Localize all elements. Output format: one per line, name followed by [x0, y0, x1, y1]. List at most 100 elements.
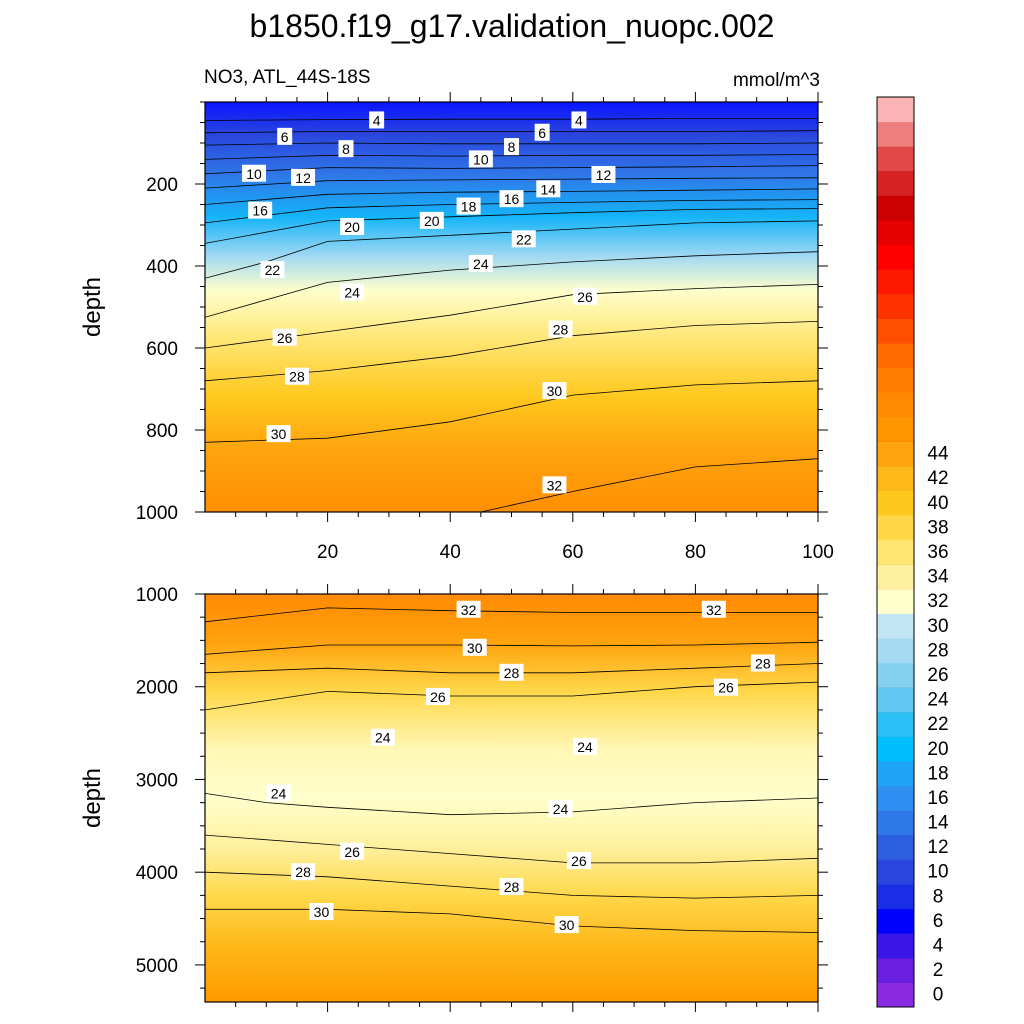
- colorbar-swatch: [877, 539, 914, 565]
- contour-label-box: [504, 138, 519, 156]
- colorbar-label: 22: [927, 714, 948, 735]
- lower-field: [205, 594, 818, 1002]
- y-tick-label: 200: [146, 175, 178, 196]
- y-tick-label: 2000: [136, 678, 178, 699]
- contour-label: 26: [277, 330, 293, 346]
- contour-label-box: [548, 320, 573, 338]
- colorbar-swatch: [877, 785, 914, 811]
- contour-label: 6: [538, 125, 546, 141]
- contour-label: 28: [553, 322, 569, 338]
- y-tick-label: 1000: [136, 503, 178, 524]
- contour-label-box: [499, 190, 524, 208]
- contour-label-box: [468, 254, 493, 272]
- contour-label-box: [242, 164, 267, 182]
- contour-label-box: [566, 852, 591, 870]
- colorbar-swatch: [877, 736, 914, 762]
- colorbar-swatch: [877, 613, 914, 639]
- contour-line-6: [205, 130, 818, 134]
- contour-label-box: [340, 842, 365, 860]
- colorbar-swatch: [877, 588, 914, 614]
- contour-label: 4: [575, 112, 583, 128]
- contour-label-box: [573, 287, 598, 305]
- y-tick-label: 4000: [136, 863, 178, 884]
- contour-label: 32: [461, 602, 477, 618]
- contour-label: 26: [577, 289, 593, 305]
- colorbar-swatch: [877, 269, 914, 295]
- contour-line-30: [205, 641, 818, 655]
- colorbar-swatch: [877, 465, 914, 492]
- x-tick-label: 40: [440, 542, 461, 563]
- colorbar-swatch: [877, 342, 914, 369]
- colorbar-swatch: [877, 638, 914, 664]
- contour-line-10: [205, 154, 818, 160]
- colorbar-label: 42: [927, 468, 948, 489]
- contour-line-26: [205, 834, 818, 864]
- contour-label: 4: [373, 112, 381, 128]
- colorbar-swatch: [877, 908, 914, 934]
- contour-label-box: [750, 654, 775, 672]
- contour-label-box: [284, 367, 309, 385]
- upper-panel: NO3, ATL_44S-18S mmol/m^3 4 4 6 6 8 8 10 10 12 12…: [79, 67, 834, 563]
- colorbar-swatch: [877, 687, 914, 713]
- colorbar-label: 44: [927, 444, 949, 465]
- colorbar-label: 40: [927, 493, 948, 514]
- contour-label-box: [266, 425, 291, 443]
- upper-axis-ticks: 20 40 60 80 100 200 400 600 800 1000: [136, 92, 834, 563]
- colorbar-swatch: [877, 834, 914, 860]
- contour-label-box: [554, 916, 579, 934]
- colorbar-label: 0: [933, 985, 944, 1006]
- colorbar-swatch: [877, 711, 914, 737]
- colorbar-label: 8: [933, 886, 944, 907]
- contour-line-24: [205, 251, 818, 318]
- contour-label: 30: [271, 426, 287, 442]
- contour-label-box: [468, 150, 493, 168]
- contour-label: 26: [430, 689, 446, 705]
- colorbar-swatch: [877, 318, 914, 344]
- contour-label: 28: [755, 656, 771, 672]
- colorbar-label: 2: [933, 960, 944, 981]
- contour-label: 24: [553, 801, 569, 817]
- contour-label-box: [456, 600, 481, 618]
- colorbar-swatch: [877, 515, 914, 541]
- contour-label: 26: [344, 844, 360, 860]
- contour-label: 8: [508, 139, 516, 155]
- contour-label-box: [277, 127, 293, 145]
- contour-line-20: [205, 208, 818, 244]
- contour-label-box: [272, 328, 297, 346]
- contour-label: 24: [344, 285, 360, 301]
- colorbar-label: 26: [927, 665, 948, 686]
- colorbar-label: 10: [927, 862, 948, 883]
- contour-label: 12: [596, 167, 612, 183]
- contour-label-box: [534, 123, 550, 141]
- contour-line-30: [205, 908, 818, 933]
- contour-line-26: [205, 284, 818, 349]
- contour-label: 26: [718, 680, 734, 696]
- contour-label-box: [701, 600, 726, 618]
- colorbar-swatch: [877, 810, 914, 836]
- colorbar-swatch: [877, 121, 914, 147]
- colorbar-swatch: [877, 146, 914, 172]
- colorbar-label: 18: [927, 763, 948, 784]
- lower-panel: 32 32 30 28 28 26 26 24 24 24 24 26 26 28 28 30 30 1000 2…: [79, 584, 828, 1012]
- colorbar-swatch: [877, 982, 914, 1008]
- contour-label: 32: [706, 602, 722, 618]
- contour-label: 24: [577, 739, 593, 755]
- x-tick-label: 20: [317, 542, 338, 563]
- colorbar-swatch: [877, 564, 914, 590]
- contour-label: 14: [540, 181, 556, 197]
- colorbar-swatch: [877, 219, 914, 246]
- contour-label-box: [291, 863, 316, 881]
- colorbar-swatch: [877, 97, 914, 123]
- lower-y-axis-label: depth: [79, 768, 106, 828]
- contour-label-box: [370, 728, 395, 746]
- contour-label: 30: [467, 640, 483, 656]
- units-label: mmol/m^3: [733, 70, 820, 91]
- colorbar-swatch: [877, 170, 914, 196]
- colorbar-swatch: [877, 416, 914, 442]
- colorbar-label: 4: [933, 936, 944, 957]
- contour-line-24: [205, 793, 818, 816]
- colorbar-swatch: [877, 933, 914, 959]
- lower-contour-labels: 32 32 30 28 28 26 26 24 24 24 24 26 26 28 28 30 30: [266, 600, 775, 934]
- contour-label-box: [309, 903, 334, 921]
